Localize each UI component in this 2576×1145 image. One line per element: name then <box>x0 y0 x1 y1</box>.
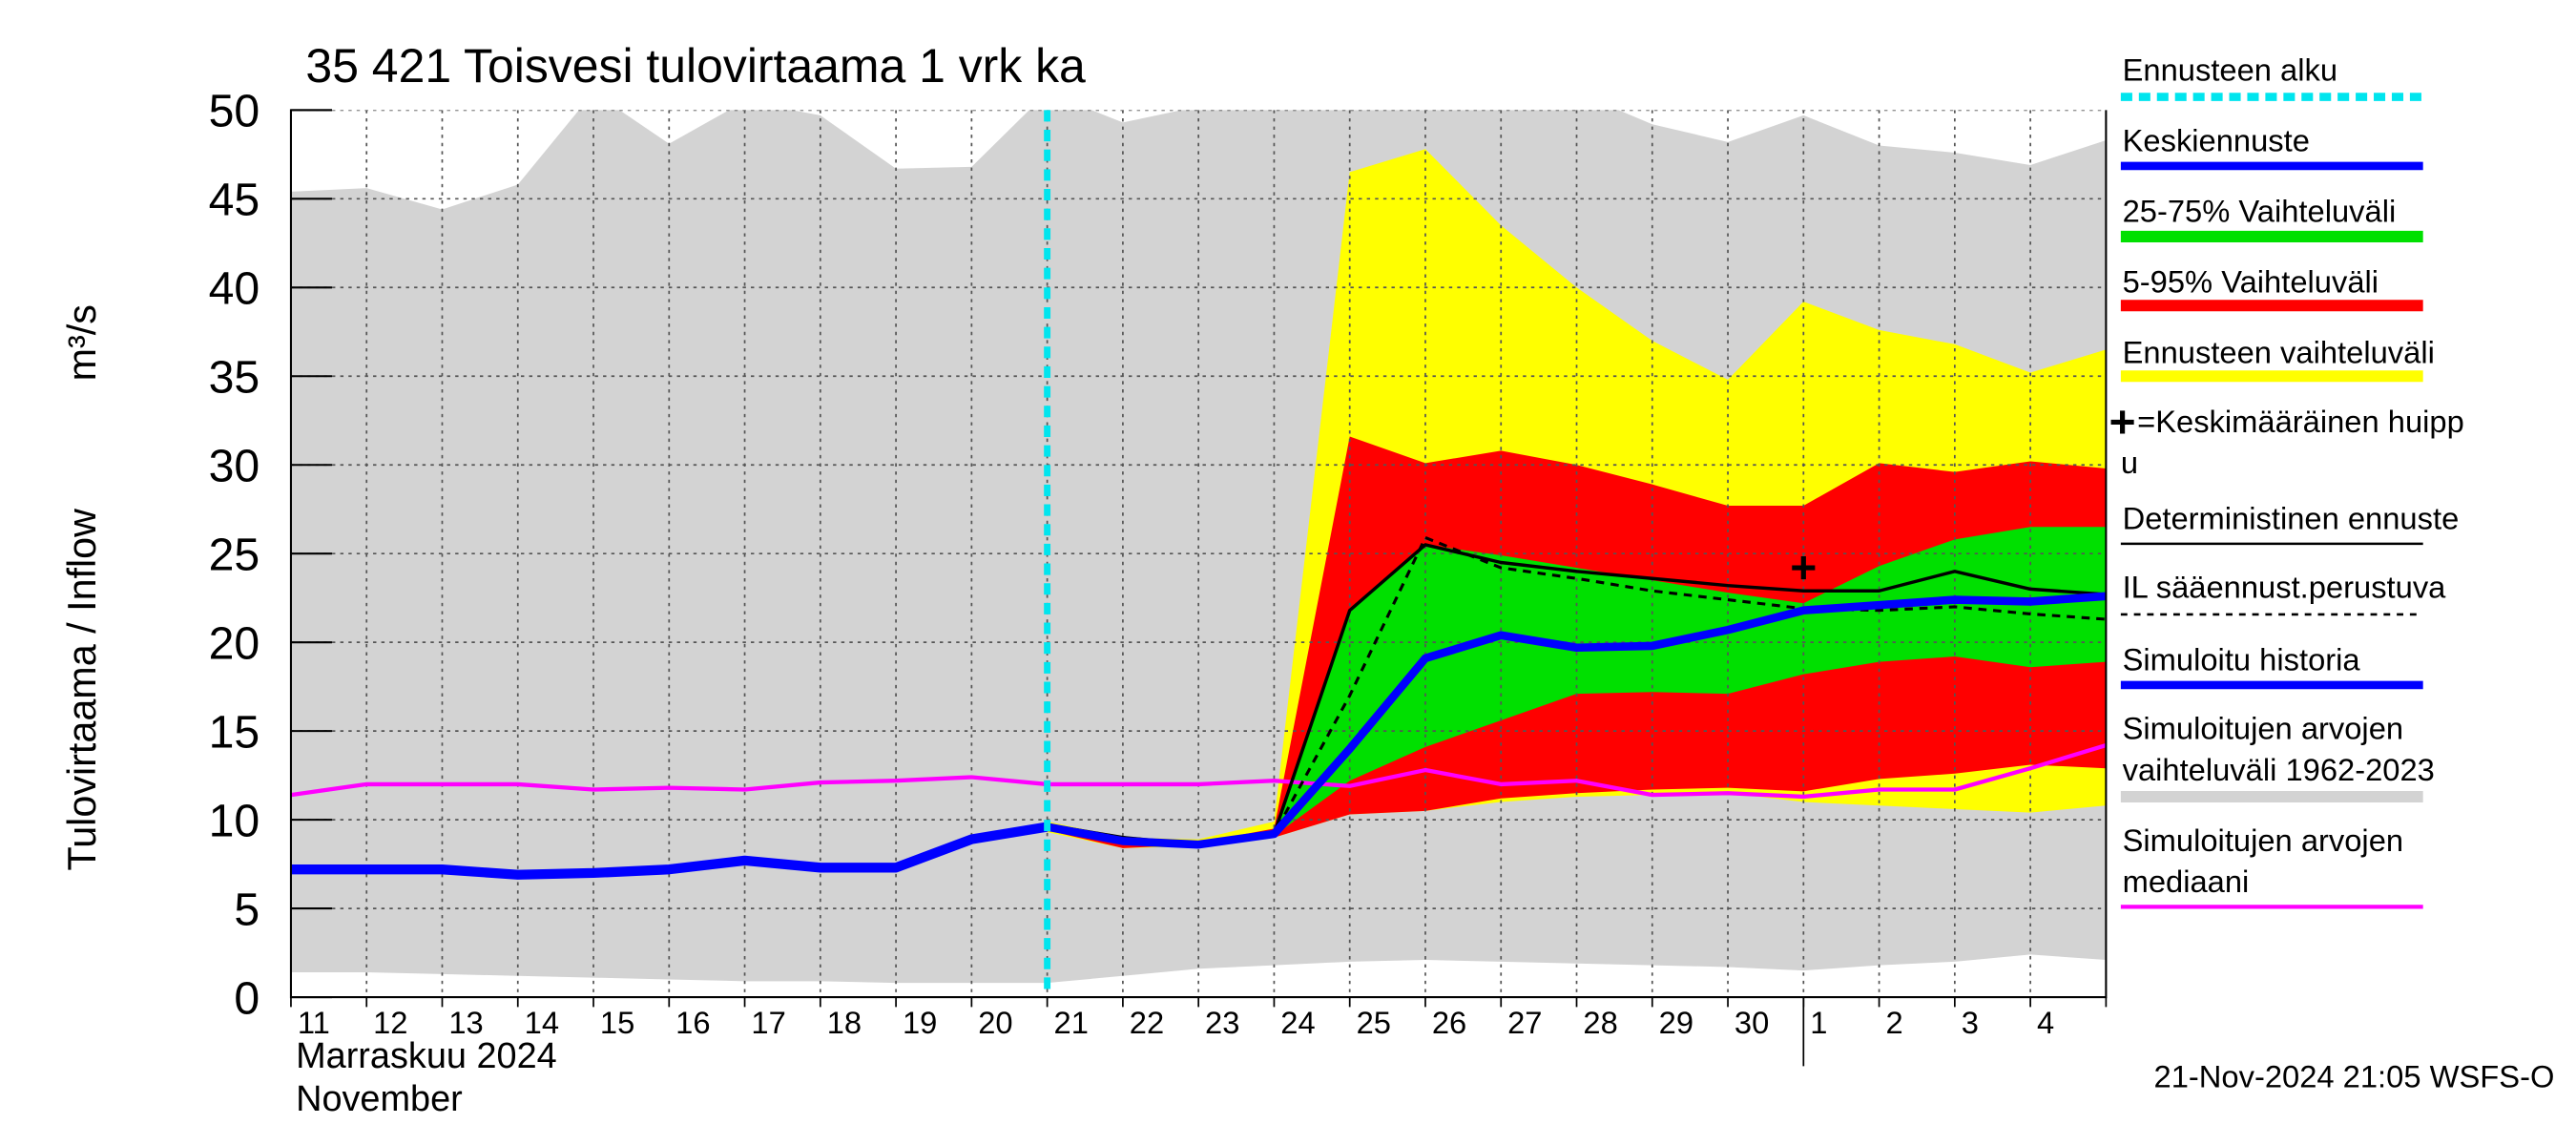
legend-text: Deterministinen ennuste <box>2123 500 2460 535</box>
legend-text: Simuloitujen arvojen vaihteluväli 1962-2… <box>2123 711 2435 787</box>
legend-text: =Keskimääräinen huipp u <box>2121 404 2464 480</box>
x-tick-label: 21 <box>1054 1005 1089 1040</box>
legend-text: Ennusteen vaihteluväli <box>2123 334 2435 369</box>
legend-text-line: =Keskimääräinen huipp <box>2137 404 2464 439</box>
x-tick-label: 17 <box>751 1005 785 1040</box>
y-tick-label: 5 <box>234 884 260 935</box>
legend-text: Simuloitujen arvojen mediaani <box>2123 822 2413 899</box>
chart-title: 35 421 Toisvesi tulovirtaama 1 vrk ka <box>305 39 1086 93</box>
x-tick-label: 19 <box>903 1005 937 1040</box>
x-tick-label: 11 <box>298 1005 330 1040</box>
footer: 21-Nov-2024 21:05 WSFS-O <box>2154 1059 2555 1094</box>
y-tick-label: 25 <box>209 529 260 580</box>
legend-symbol <box>2110 410 2134 434</box>
x-tick-label: 23 <box>1205 1005 1239 1040</box>
legend-text-line: vaihteluväli 1962-2023 <box>2123 752 2435 787</box>
legend-text: IL sääennust.perustuva <box>2123 570 2447 605</box>
x-tick-label: 27 <box>1507 1005 1542 1040</box>
x-tick-label: 24 <box>1280 1005 1315 1040</box>
legend-text-line: u <box>2121 445 2138 480</box>
x-month-label: Marraskuu 2024 <box>296 1036 557 1076</box>
plot-area <box>290 110 2107 998</box>
x-tick-label: 13 <box>448 1005 483 1040</box>
x-tick-label: 4 <box>2037 1005 2054 1040</box>
legend-text-line: mediaani <box>2123 864 2250 899</box>
legend-text: Simuloitu historia <box>2123 641 2361 677</box>
axis-frame <box>289 109 2108 999</box>
legend-text: Ennusteen alku <box>2123 52 2337 87</box>
x-tick-label: 28 <box>1583 1005 1617 1040</box>
x-tick-label: 22 <box>1130 1005 1164 1040</box>
x-tick-label: 14 <box>525 1005 559 1040</box>
x-tick-label: 12 <box>373 1005 407 1040</box>
series-line <box>290 742 2107 800</box>
x-tick-label: 15 <box>600 1005 634 1040</box>
legend-text: 25-75% Vaihteluväli <box>2123 193 2397 228</box>
legend-text: Keskiennuste <box>2123 122 2310 157</box>
peak-marker <box>1792 556 1816 580</box>
y-unit: m³/s <box>60 304 104 381</box>
y-tick-label: 10 <box>209 795 260 846</box>
x-tick-label: 1 <box>1810 1005 1827 1040</box>
y-label: Tulovirtaama / Inflow <box>60 509 104 871</box>
series-line <box>1046 592 2107 849</box>
x-tick-label: 29 <box>1659 1005 1693 1040</box>
x-tick-label: 25 <box>1357 1005 1391 1040</box>
x-tick-label: 2 <box>1885 1005 1902 1040</box>
x-month-label: November <box>296 1079 463 1119</box>
y-tick-label: 50 <box>209 86 260 137</box>
y-tick-label: 30 <box>209 440 260 491</box>
x-tick-label: 3 <box>1962 1005 1979 1040</box>
x-tick-label: 30 <box>1735 1005 1769 1040</box>
x-tick-label: 26 <box>1432 1005 1466 1040</box>
y-tick-label: 35 <box>209 351 260 403</box>
legend-text-line: Simuloitujen arvojen <box>2123 822 2413 858</box>
y-tick-label: 15 <box>209 706 260 758</box>
legend-text: 5-95% Vaihteluväli <box>2123 263 2379 299</box>
y-tick-label: 0 <box>234 972 260 1024</box>
legend-text-line: Simuloitujen arvojen <box>2123 711 2413 746</box>
x-tick-label: 16 <box>675 1005 710 1040</box>
y-tick-label: 20 <box>209 617 260 669</box>
series-line <box>290 822 1049 880</box>
y-tick-label: 40 <box>209 263 260 315</box>
x-tick-label: 18 <box>827 1005 862 1040</box>
y-tick-label: 45 <box>209 175 260 226</box>
x-tick-label: 20 <box>978 1005 1012 1040</box>
